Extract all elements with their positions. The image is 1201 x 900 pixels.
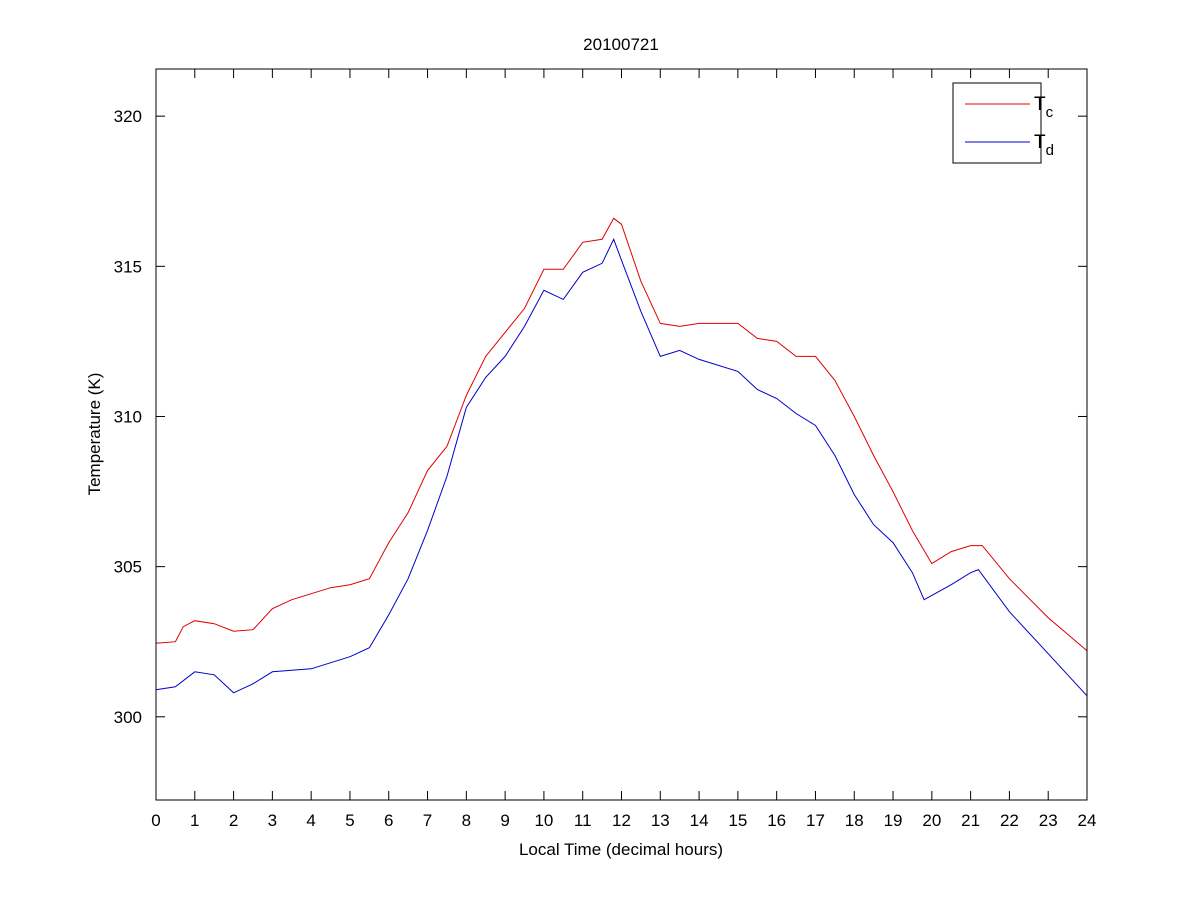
x-tick-label: 1 xyxy=(190,811,199,830)
x-tick-label: 19 xyxy=(884,811,903,830)
y-tick-label: 300 xyxy=(114,708,142,727)
y-tick-label: 315 xyxy=(114,257,142,276)
series-line-tc xyxy=(155,217,1088,652)
x-tick-label: 6 xyxy=(384,811,393,830)
legend: Tc Td xyxy=(952,82,1054,164)
x-tick-label: 17 xyxy=(806,811,825,830)
x-tick-label: 13 xyxy=(651,811,670,830)
x-tick-label: 9 xyxy=(500,811,509,830)
x-axis-label: Local Time (decimal hours) xyxy=(519,840,723,859)
series-line-td xyxy=(155,238,1088,697)
x-tick-label: 21 xyxy=(961,811,980,830)
x-tick-label: 16 xyxy=(767,811,786,830)
x-tick-label: 2 xyxy=(229,811,238,830)
x-tick-label: 24 xyxy=(1078,811,1097,830)
x-tick-label: 0 xyxy=(151,811,160,830)
x-tick-label: 20 xyxy=(922,811,941,830)
x-tick-label: 4 xyxy=(306,811,315,830)
x-tick-label: 8 xyxy=(462,811,471,830)
x-tick-label: 22 xyxy=(1000,811,1019,830)
plot-area-frame xyxy=(155,68,1088,801)
x-tick-label: 14 xyxy=(690,811,709,830)
x-tick-label: 3 xyxy=(268,811,277,830)
x-tick-label: 18 xyxy=(845,811,864,830)
x-tick-label: 7 xyxy=(423,811,432,830)
series-group xyxy=(155,217,1088,697)
y-tick-label: 305 xyxy=(114,558,142,577)
x-tick-label: 11 xyxy=(574,811,592,830)
y-tick-label: 320 xyxy=(114,107,142,126)
legend-box xyxy=(952,82,1042,164)
x-tick-label: 23 xyxy=(1039,811,1058,830)
x-tick-label: 10 xyxy=(534,811,553,830)
legend-label-td: Td xyxy=(1034,132,1054,159)
chart-title: 20100721 xyxy=(583,35,659,54)
y-axis-label: Temperature (K) xyxy=(85,373,104,496)
x-tick-label: 12 xyxy=(612,811,631,830)
legend-label-tc: Tc xyxy=(1034,94,1054,121)
ticks-group: 0 1 2 3 4 5 6 7 8 9 10 11 12 13 14 15 16 17 18 19 20 21 22 23 24… xyxy=(114,69,1097,830)
x-tick-label: 5 xyxy=(345,811,354,830)
x-tick-label: 15 xyxy=(728,811,747,830)
y-tick-label: 310 xyxy=(114,407,142,426)
